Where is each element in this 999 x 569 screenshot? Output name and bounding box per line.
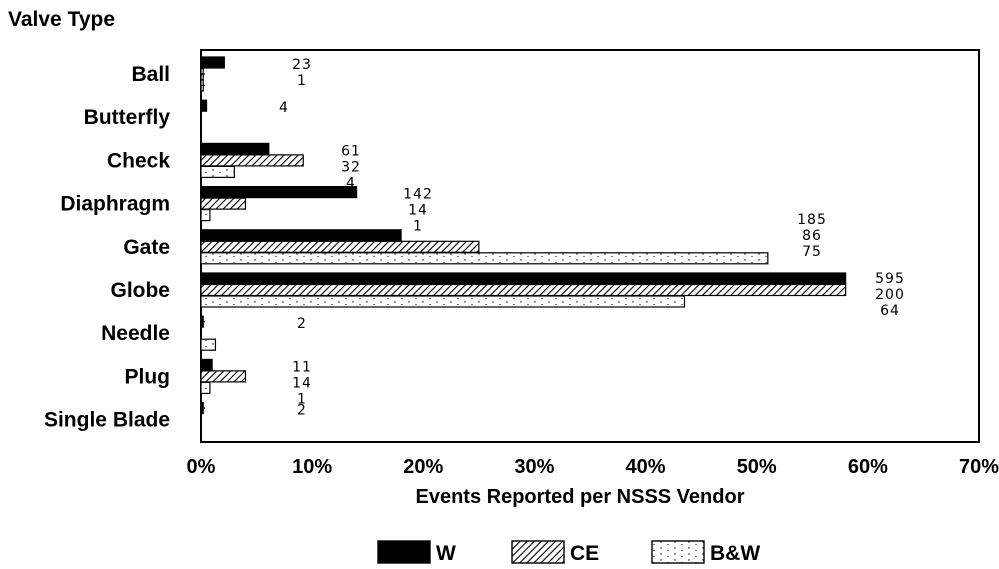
category-label-butterfly: Butterfly <box>84 106 171 129</box>
annotation-gate-2: 75 <box>802 244 822 260</box>
annotation-ball-1: 1 <box>297 73 307 89</box>
legend-label-bandw: B&W <box>710 542 760 565</box>
annotation-plug-2: 1 <box>297 391 307 407</box>
annotation-gate-1: 86 <box>802 228 822 244</box>
legend-label-w: W <box>436 542 456 565</box>
x-tick-6: 60% <box>848 456 888 478</box>
annotation-needle-0: 2 <box>297 316 307 332</box>
category-label-check: Check <box>107 149 170 172</box>
bar-gate-bandw <box>200 252 769 265</box>
x-tick-labels: 0% 10% 20% 30% 40% 50% 60% 70% <box>187 456 999 478</box>
annotation-gate-0: 185 <box>797 212 827 228</box>
annotation-butterfly-0: 4 <box>279 100 289 116</box>
x-tick-5: 50% <box>737 456 777 478</box>
x-tick-1: 10% <box>292 456 332 478</box>
bar-check-ce <box>200 154 304 167</box>
x-tick-2: 20% <box>403 456 443 478</box>
annotation-diaphragm-0: 142 <box>403 187 433 203</box>
bar-diaphragm-bandw <box>200 209 211 222</box>
annotation-globe-0: 595 <box>875 271 905 287</box>
category-label-gate: Gate <box>123 236 170 259</box>
legend: W CE B&W <box>377 540 760 565</box>
category-label-diaphragm: Diaphragm <box>60 193 170 216</box>
x-axis-label: Events Reported per NSSS Vendor <box>416 486 745 508</box>
annotation-check-1: 32 <box>341 159 361 175</box>
annotation-single-blade-0: 2 <box>297 403 307 419</box>
bar-butterfly-w <box>200 99 208 112</box>
category-axis-title: Valve Type <box>8 8 115 31</box>
x-tick-0: 0% <box>187 456 216 478</box>
x-tick-7: 70% <box>959 456 999 478</box>
x-tick-4: 40% <box>626 456 666 478</box>
bar-globe-ce <box>200 283 847 297</box>
category-labels: Ball Butterfly Check Diaphragm Gate Globe Need… <box>44 63 170 432</box>
bar-globe-bandw <box>200 295 686 308</box>
bar-check-bandw <box>200 165 235 178</box>
annotation-diaphragm-2: 1 <box>413 219 423 235</box>
annotation-plug-1: 14 <box>292 375 312 391</box>
x-tick-3: 30% <box>514 456 554 478</box>
annotation-check-2: 4 <box>346 175 356 191</box>
bar-diaphragm-ce <box>200 197 247 210</box>
bar-gate-ce <box>200 240 480 253</box>
annotation-diaphragm-1: 14 <box>408 203 428 219</box>
annotation-plug-0: 11 <box>292 359 312 375</box>
bars-layer <box>200 56 847 415</box>
category-label-globe: Globe <box>110 279 170 302</box>
bar-plug-ce <box>200 370 247 383</box>
legend-swatch-bandw <box>651 540 705 564</box>
bar-plug-w <box>200 358 213 371</box>
category-label-plug: Plug <box>125 365 171 388</box>
legend-swatch-ce <box>511 540 565 564</box>
category-label-needle: Needle <box>101 322 170 345</box>
annotation-globe-2: 64 <box>880 303 900 319</box>
bar-ball-w <box>200 56 225 69</box>
legend-label-ce: CE <box>570 542 599 565</box>
bar-diaphragm-w <box>200 186 358 199</box>
annotation-ball-0: 23 <box>292 57 312 73</box>
bar-globe-w <box>200 272 847 285</box>
bar-gate-w <box>200 229 402 242</box>
category-label-single-blade: Single Blade <box>44 409 170 432</box>
category-label-ball: Ball <box>131 63 170 86</box>
bar-check-w <box>200 142 270 155</box>
legend-swatch-w <box>377 540 431 564</box>
bar-needle-bandw <box>200 338 217 351</box>
bar-plug-bandw <box>200 381 211 394</box>
annotation-check-0: 61 <box>341 143 361 159</box>
annotation-globe-1: 200 <box>875 287 905 303</box>
